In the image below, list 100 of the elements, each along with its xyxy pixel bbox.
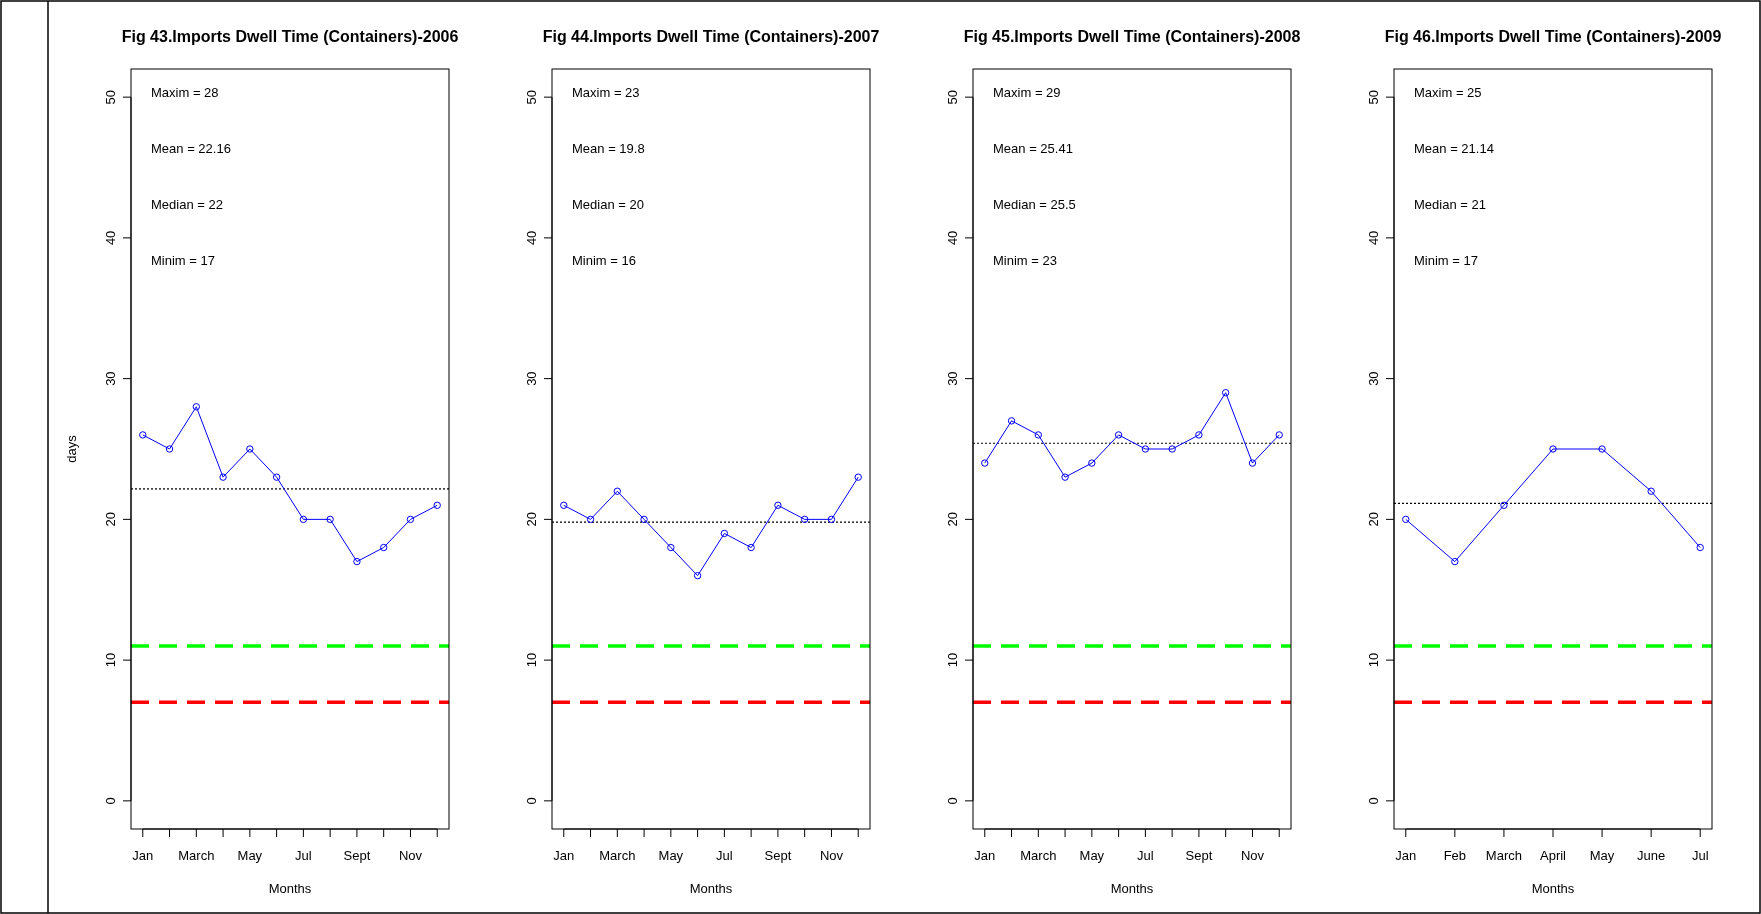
x-tick-label: Jan — [553, 848, 575, 863]
x-tick-label: Nov — [1240, 848, 1265, 863]
y-tick-label: 30 — [103, 371, 118, 386]
x-tick-label: May — [658, 848, 684, 863]
y-tick-label: 0 — [945, 797, 960, 805]
x-tick-label: March — [1020, 848, 1057, 863]
y-tick-label: 0 — [1366, 797, 1381, 805]
chart-title: Fig 45.Imports Dwell Time (Containers)-2008 — [963, 28, 1301, 45]
point — [1402, 515, 1410, 524]
point — [1647, 487, 1655, 495]
point — [827, 515, 836, 524]
annotation: Maxim = 28 — [151, 85, 219, 100]
y-tick-label: 40 — [524, 230, 539, 246]
point — [1451, 557, 1459, 566]
x-tick-label: May — [1589, 848, 1615, 863]
point — [1195, 431, 1203, 439]
x-tick-label: Feb — [1443, 848, 1467, 863]
x-tick-label: April — [1539, 848, 1567, 863]
point — [1696, 543, 1704, 552]
point — [1141, 445, 1150, 453]
x-tick-label: March — [178, 848, 215, 863]
point — [1549, 445, 1557, 453]
point — [192, 403, 201, 411]
point — [1114, 431, 1123, 439]
x-tick-label: March — [599, 848, 636, 863]
x-tick-label: June — [1637, 848, 1666, 863]
point — [800, 515, 809, 524]
y-tick-label: 50 — [524, 89, 539, 105]
annotation: Median = 20 — [572, 197, 644, 212]
y-tick-label: 40 — [103, 230, 118, 246]
point — [1168, 445, 1176, 453]
y-tick-label: 20 — [524, 512, 539, 527]
annotation: Median = 22 — [151, 197, 223, 212]
y-tick-label: 30 — [1366, 371, 1381, 386]
annotation: Maxim = 29 — [993, 85, 1061, 100]
y-tick-label: 20 — [945, 512, 960, 527]
point — [1061, 473, 1069, 481]
point — [379, 543, 388, 552]
point — [1248, 459, 1257, 467]
y-tick-label: 50 — [103, 89, 118, 105]
y-tick-label: 40 — [1366, 230, 1381, 246]
x-tick-label: Nov — [819, 848, 844, 863]
y-tick-label: 40 — [945, 230, 960, 246]
point — [165, 445, 174, 453]
y-tick-label: 50 — [1366, 89, 1381, 105]
x-axis-title: Months — [689, 881, 733, 896]
point — [560, 501, 568, 509]
x-tick-label: Jan — [1395, 848, 1417, 863]
y-tick-label: 30 — [945, 371, 960, 386]
annotation: Median = 25.5 — [993, 197, 1076, 212]
y-tick-label: 10 — [103, 652, 118, 668]
annotation: Median = 21 — [1414, 197, 1486, 212]
x-tick-label: Jul — [716, 848, 733, 863]
point — [1034, 431, 1043, 439]
chart-title: Fig 43.Imports Dwell Time (Containers)-2006 — [121, 28, 459, 45]
x-axis-title: Months — [1110, 881, 1154, 896]
x-axis-title: Months — [268, 881, 312, 896]
y-tick-label: 10 — [1366, 652, 1381, 668]
y-tick-label: 20 — [1366, 512, 1381, 527]
x-tick-label: Jan — [974, 848, 996, 863]
point — [613, 487, 622, 495]
x-tick-label: May — [1079, 848, 1105, 863]
point — [640, 515, 648, 524]
x-tick-label: Sept — [343, 848, 371, 863]
annotation: Minim = 17 — [151, 253, 215, 268]
point — [693, 571, 702, 580]
x-tick-label: Jul — [295, 848, 312, 863]
point — [1088, 459, 1096, 467]
y-tick-label: 10 — [945, 652, 960, 668]
x-tick-label: Sept — [1185, 848, 1213, 863]
point — [1275, 431, 1283, 439]
point — [981, 459, 989, 467]
chart-title: Fig 44.Imports Dwell Time (Containers)-2007 — [542, 28, 880, 45]
point — [720, 529, 729, 538]
point — [299, 515, 308, 524]
x-tick-label: Jan — [132, 848, 154, 863]
point — [246, 445, 254, 453]
point — [406, 515, 415, 524]
line-series — [981, 389, 1283, 481]
point — [353, 557, 361, 566]
point — [1221, 389, 1230, 397]
annotation: Mean = 21.14 — [1414, 141, 1494, 156]
annotation: Mean = 25.41 — [993, 141, 1073, 156]
point — [1500, 501, 1508, 509]
y-tick-label: 50 — [945, 89, 960, 105]
x-tick-label: March — [1485, 848, 1522, 863]
annotation: Maxim = 25 — [1414, 85, 1482, 100]
point — [747, 543, 755, 552]
y-axis-title: days — [64, 434, 79, 463]
point — [1007, 417, 1016, 425]
chart-title: Fig 46.Imports Dwell Time (Containers)-2009 — [1384, 28, 1722, 45]
y-tick-label: 0 — [524, 797, 539, 805]
point — [1598, 445, 1606, 453]
x-tick-label: May — [237, 848, 263, 863]
x-tick-label: Jul — [1137, 848, 1154, 863]
annotation: Minim = 16 — [572, 253, 636, 268]
point — [219, 473, 227, 481]
point — [586, 515, 595, 524]
x-tick-label: Jul — [1691, 848, 1709, 863]
point — [667, 543, 675, 552]
